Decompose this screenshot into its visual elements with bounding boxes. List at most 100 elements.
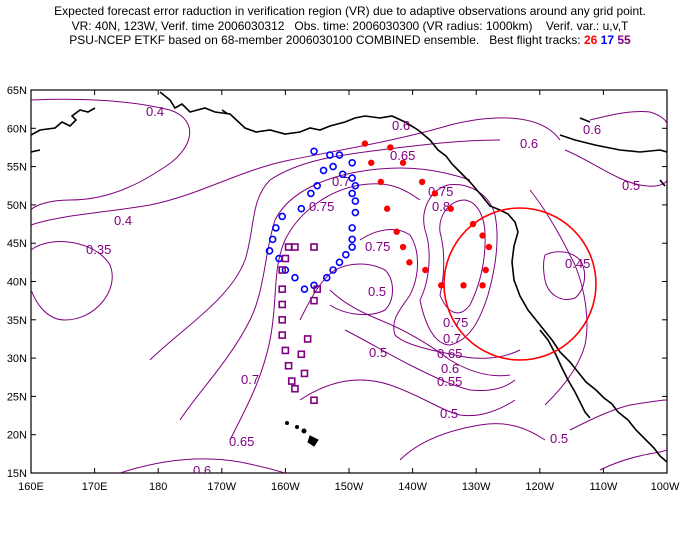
contour-label: 0.6 bbox=[520, 136, 538, 151]
contour-line bbox=[543, 251, 586, 300]
track-55-marker bbox=[297, 350, 306, 359]
lon-tick-label: 160E bbox=[18, 481, 44, 493]
lat-tick-label: 60N bbox=[7, 123, 27, 135]
track-26-marker bbox=[482, 266, 489, 274]
contour-label: 0.5 bbox=[368, 284, 386, 299]
contour-label: 0.7 bbox=[443, 331, 461, 346]
track-17-marker bbox=[319, 166, 328, 175]
contour-label: 0.6 bbox=[583, 122, 601, 137]
contour-label: 0.7 bbox=[241, 372, 259, 387]
lon-tick-label: 150W bbox=[335, 481, 364, 493]
contour-label: 0.65 bbox=[229, 434, 254, 449]
contour-label: 0.7 bbox=[332, 174, 350, 189]
contour-label: 0.75 bbox=[309, 199, 334, 214]
track-17-marker bbox=[338, 170, 347, 179]
contour-label: 0.4 bbox=[146, 104, 164, 119]
coastline-baja bbox=[539, 329, 591, 419]
track-17-marker bbox=[351, 208, 360, 217]
contour-label: 0.5 bbox=[622, 178, 640, 193]
coastline-asia bbox=[31, 107, 96, 136]
track-17-marker bbox=[348, 189, 356, 198]
contour-line bbox=[329, 289, 511, 377]
track-55-marker bbox=[300, 369, 309, 378]
track-17-marker bbox=[351, 197, 360, 205]
coastline-asia bbox=[31, 149, 41, 153]
track-26-marker bbox=[479, 282, 486, 289]
title-line-3-prefix: PSU-NCEP ETKF based on 68-member 2006030… bbox=[69, 33, 581, 47]
track-label-17: 17 bbox=[600, 33, 615, 47]
contour-label: 0.5 bbox=[440, 406, 458, 421]
contour-label: 0.65 bbox=[390, 148, 415, 163]
lon-tick-label: 120W bbox=[525, 481, 554, 493]
track-17-marker bbox=[265, 247, 274, 255]
axis-ticks bbox=[30, 89, 668, 474]
track-26-marker bbox=[447, 205, 454, 212]
coastline-west-na bbox=[511, 231, 667, 463]
title-line-1: Expected forecast error raduction in ver… bbox=[54, 4, 646, 18]
lat-tick-label: 50N bbox=[7, 200, 27, 212]
contour-line bbox=[399, 423, 546, 461]
title-line-3: PSU-NCEP ETKF based on 68-member 2006030… bbox=[0, 33, 700, 48]
contour-label: 0.6 bbox=[441, 361, 459, 376]
track-17-marker bbox=[348, 243, 356, 251]
track-26-marker bbox=[406, 259, 413, 266]
track-17-marker bbox=[307, 189, 315, 198]
track-17-marker bbox=[342, 250, 350, 259]
track-55-marker bbox=[313, 285, 322, 293]
contour-label: 0.75 bbox=[443, 315, 468, 330]
lat-tick-labels: 65N 60N 55N 50N 45N 40N 35N 30N 25N 20N … bbox=[7, 85, 27, 480]
contour-line bbox=[119, 458, 286, 473]
contour-label: 0.8 bbox=[432, 199, 450, 214]
lon-tick-label: 180 bbox=[149, 481, 167, 493]
contour-line bbox=[589, 111, 667, 126]
track-17-marker bbox=[278, 212, 287, 221]
track-17-marker bbox=[297, 204, 306, 213]
contour-label: 0.5 bbox=[369, 345, 387, 360]
track-26-marker bbox=[399, 243, 407, 251]
plot-frame bbox=[30, 89, 668, 474]
contour-label: 0.5 bbox=[550, 431, 568, 446]
track-55-marker bbox=[284, 361, 293, 370]
track-17-marker bbox=[329, 162, 337, 171]
contour-line bbox=[529, 189, 588, 406]
lat-tick-label: 35N bbox=[7, 315, 27, 327]
hawaii-islands bbox=[285, 421, 319, 447]
track-17-marker bbox=[310, 147, 318, 156]
lat-tick-label: 65N bbox=[7, 85, 27, 97]
lon-tick-label: 110W bbox=[589, 481, 618, 493]
contour-line bbox=[179, 167, 471, 421]
contour-line bbox=[439, 199, 486, 314]
track-17-marker bbox=[322, 273, 331, 282]
contour-label: 0.65 bbox=[437, 346, 462, 361]
lat-tick-label: 25N bbox=[7, 391, 27, 403]
contour-line bbox=[564, 149, 667, 187]
track-label-55: 55 bbox=[617, 33, 631, 47]
track-17-marker bbox=[326, 151, 334, 159]
track-17-marker bbox=[348, 158, 356, 167]
lat-tick-label: 15N bbox=[7, 468, 27, 480]
track-26-marker bbox=[393, 228, 400, 235]
track-26-marker bbox=[399, 159, 407, 166]
track-26-marker bbox=[460, 282, 467, 289]
contour-line bbox=[229, 183, 421, 441]
title-block: Expected forecast error raduction in ver… bbox=[0, 4, 700, 48]
track-17-marker bbox=[351, 181, 360, 190]
track-55-marker bbox=[303, 335, 312, 343]
contour-line bbox=[299, 379, 516, 417]
track-17-marker bbox=[348, 235, 356, 244]
track-26-marker bbox=[438, 282, 445, 289]
coastline-canada bbox=[559, 134, 667, 153]
coastline-islands bbox=[579, 117, 591, 123]
track-26-marker bbox=[377, 178, 384, 186]
contour-label: 0.6 bbox=[392, 118, 410, 133]
track-17-marker bbox=[348, 174, 356, 182]
lat-tick-label: 45N bbox=[7, 238, 27, 250]
track-26-marker bbox=[485, 243, 493, 251]
lon-tick-labels: 160E 170E 180 170W 160W 150W 140W 130W 1… bbox=[18, 481, 680, 493]
contour-label: 0.75 bbox=[365, 239, 390, 254]
lon-tick-label: 140W bbox=[398, 481, 427, 493]
contour-line bbox=[419, 184, 498, 346]
track-26-marker bbox=[479, 232, 486, 239]
track-55-marker bbox=[278, 315, 287, 324]
track-17-marker bbox=[272, 224, 280, 232]
